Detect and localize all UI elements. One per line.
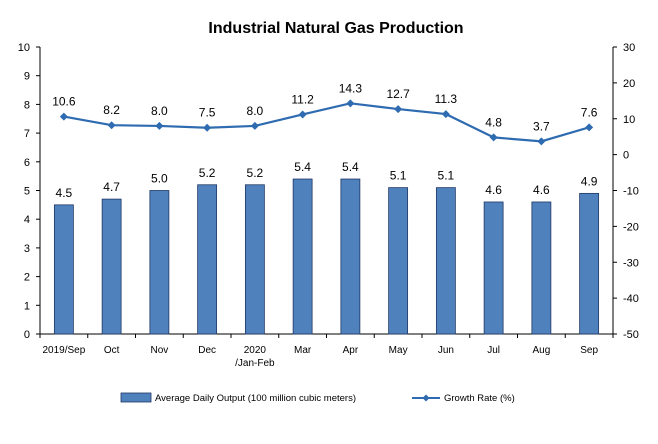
right-tick-label: 10 (623, 114, 635, 126)
bar-value-label: 5.0 (151, 172, 168, 186)
bar-value-label: 4.6 (485, 183, 502, 197)
bar-value-label: 4.5 (56, 186, 73, 200)
left-tick-label: 2 (24, 272, 30, 284)
legend-swatch-bars (120, 392, 152, 403)
bar-value-label: 4.7 (103, 180, 120, 194)
bar (579, 192, 600, 335)
x-tick-label: Oct (104, 345, 120, 356)
x-tick-label: 2020 (244, 345, 267, 356)
bar-value-label: 5.1 (438, 169, 455, 183)
legend-marker-line (422, 394, 430, 402)
bar (197, 184, 218, 335)
growth-line (59, 99, 594, 146)
growth-rate-line (63, 102, 590, 143)
legend-label-line: Growth Rate (%) (444, 393, 515, 404)
growth-rate-label: 4.8 (485, 115, 502, 129)
left-tick-label: 9 (24, 71, 30, 83)
x-tick-label: Sep (580, 345, 598, 356)
right-tick-label: -50 (623, 329, 639, 341)
bar-value-label: 4.9 (581, 174, 598, 188)
x-tick-label: Mar (294, 345, 312, 356)
growth-rate-label: 7.6 (581, 105, 598, 119)
growth-rate-label: 11.2 (291, 92, 314, 106)
axes: 0 1 2 3 4 5 6 7 8 9 10 -50 -40 -30 -20 -10 0 10 20 30 2019/S… (18, 42, 639, 369)
right-tick-label: -40 (623, 293, 639, 305)
left-tick-label: 7 (24, 128, 30, 140)
growth-rate-label: 8.0 (151, 104, 168, 118)
bar-value-label: 4.6 (533, 183, 550, 197)
right-tick-label: 0 (623, 150, 629, 162)
bar (244, 184, 265, 335)
x-tick-label: May (389, 345, 408, 356)
bar-value-label: 5.4 (294, 160, 311, 174)
growth-rate-point (59, 112, 68, 121)
left-tick-label: 4 (24, 214, 30, 226)
right-tick-label: -10 (623, 186, 639, 198)
x-tick-label: Aug (532, 345, 550, 356)
growth-rate-point (250, 121, 259, 130)
growth-rate-point (489, 133, 498, 142)
growth-rate-point (203, 123, 212, 132)
growth-rate-point (585, 123, 594, 132)
x-tick-label: Jun (438, 345, 454, 356)
growth-rate-label: 12.7 (386, 87, 410, 101)
bar (101, 198, 122, 335)
left-tick-label: 8 (24, 99, 30, 111)
growth-rate-label: 11.3 (435, 92, 458, 106)
right-tick-label: 20 (623, 78, 635, 90)
left-tick-label: 5 (24, 186, 30, 198)
left-tick-label: 3 (24, 243, 30, 255)
right-tick-label: 30 (623, 42, 635, 54)
growth-rate-label: 8.2 (103, 103, 120, 117)
bars (53, 178, 600, 335)
legend-label-bars: Average Daily Output (100 million cubic … (155, 393, 356, 404)
bar (435, 187, 456, 335)
bar-value-label: 5.1 (390, 169, 407, 183)
bar-value-label: 5.2 (247, 166, 264, 180)
x-tick-label: Apr (343, 345, 359, 356)
growth-rate-label: 3.7 (533, 119, 550, 133)
left-tick-label: 0 (24, 329, 30, 341)
growth-rate-point (298, 110, 307, 119)
right-tick-label: -30 (623, 257, 639, 269)
growth-rate-label: 14.3 (339, 81, 363, 95)
x-tick-label: /Jan-Feb (235, 358, 275, 369)
bar (149, 190, 170, 335)
x-tick-label: 2019/Sep (42, 345, 85, 356)
growth-rate-point (107, 121, 116, 130)
bar (292, 178, 313, 335)
growth-rate-label: 10.6 (52, 95, 76, 109)
x-tick-label: Jul (487, 345, 500, 356)
bar-value-label: 5.2 (199, 166, 216, 180)
growth-rate-point (394, 105, 403, 114)
bar-value-label: 5.4 (342, 160, 359, 174)
bar (53, 204, 74, 335)
x-tick-label: Nov (150, 345, 168, 356)
bar (388, 187, 409, 335)
growth-rate-point (346, 99, 355, 108)
left-tick-label: 1 (24, 300, 30, 312)
data-labels: 4.5 4.7 5.0 5.2 5.2 5.4 5.4 5.1 5.1 4.6 4.6 4.9 10.6… (52, 81, 598, 200)
left-tick-label: 6 (24, 157, 30, 169)
bar (483, 201, 504, 335)
growth-rate-point (155, 121, 164, 130)
growth-rate-point (537, 137, 546, 146)
left-tick-label: 10 (18, 42, 30, 54)
bar (340, 178, 361, 335)
legend: Average Daily Output (100 million cubic … (120, 392, 515, 404)
chart-title: Industrial Natural Gas Production (208, 20, 463, 37)
right-tick-label: -20 (623, 221, 639, 233)
x-tick-label: Dec (198, 345, 216, 356)
growth-rate-label: 8.0 (247, 104, 264, 118)
bar (531, 201, 552, 335)
growth-rate-point (441, 110, 450, 119)
growth-rate-label: 7.5 (199, 106, 216, 120)
